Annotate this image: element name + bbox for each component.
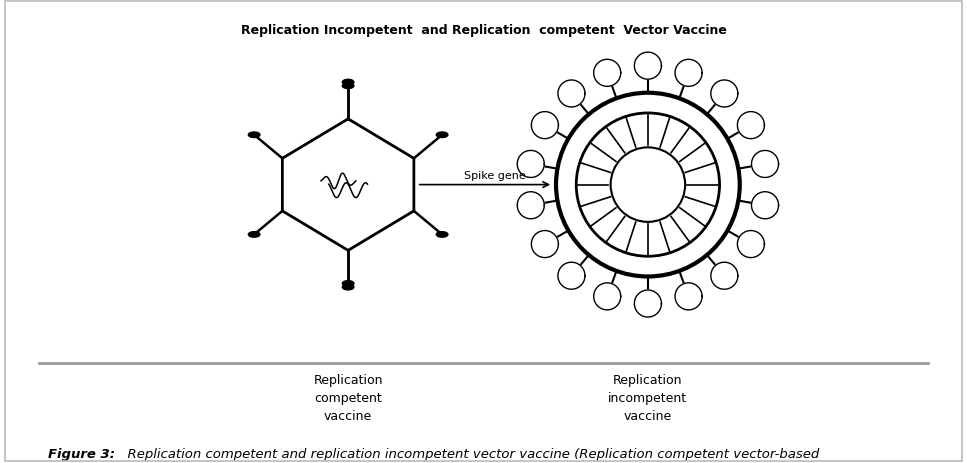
Polygon shape bbox=[711, 263, 738, 290]
Text: Replication
incompetent
vaccine: Replication incompetent vaccine bbox=[608, 373, 688, 422]
Polygon shape bbox=[532, 231, 558, 258]
Circle shape bbox=[342, 84, 354, 89]
Ellipse shape bbox=[576, 114, 719, 257]
Polygon shape bbox=[675, 283, 702, 310]
Circle shape bbox=[249, 232, 260, 238]
Polygon shape bbox=[558, 81, 585, 108]
Circle shape bbox=[342, 80, 354, 86]
Polygon shape bbox=[711, 81, 738, 108]
Polygon shape bbox=[594, 60, 621, 87]
Text: Spike gene: Spike gene bbox=[464, 170, 525, 181]
Polygon shape bbox=[675, 60, 702, 87]
Polygon shape bbox=[751, 151, 778, 178]
Text: Figure 3:: Figure 3: bbox=[48, 447, 115, 460]
Circle shape bbox=[436, 232, 448, 238]
Polygon shape bbox=[282, 119, 414, 251]
Polygon shape bbox=[517, 151, 544, 178]
Ellipse shape bbox=[610, 148, 686, 222]
Circle shape bbox=[249, 133, 260, 138]
Text: Replication Incompetent  and Replication  competent  Vector Vaccine: Replication Incompetent and Replication … bbox=[241, 24, 726, 37]
Polygon shape bbox=[751, 192, 778, 219]
Ellipse shape bbox=[556, 94, 740, 277]
Circle shape bbox=[436, 133, 448, 138]
Polygon shape bbox=[634, 290, 661, 317]
Circle shape bbox=[342, 285, 354, 290]
Text: Replication
competent
vaccine: Replication competent vaccine bbox=[313, 373, 383, 422]
Polygon shape bbox=[738, 231, 765, 258]
Polygon shape bbox=[517, 192, 544, 219]
Polygon shape bbox=[558, 263, 585, 290]
Polygon shape bbox=[738, 113, 765, 139]
Polygon shape bbox=[532, 113, 558, 139]
Circle shape bbox=[342, 281, 354, 287]
Polygon shape bbox=[634, 53, 661, 80]
Polygon shape bbox=[594, 283, 621, 310]
Text: Replication competent and replication incompetent vector vaccine (Replication co: Replication competent and replication in… bbox=[119, 447, 819, 460]
